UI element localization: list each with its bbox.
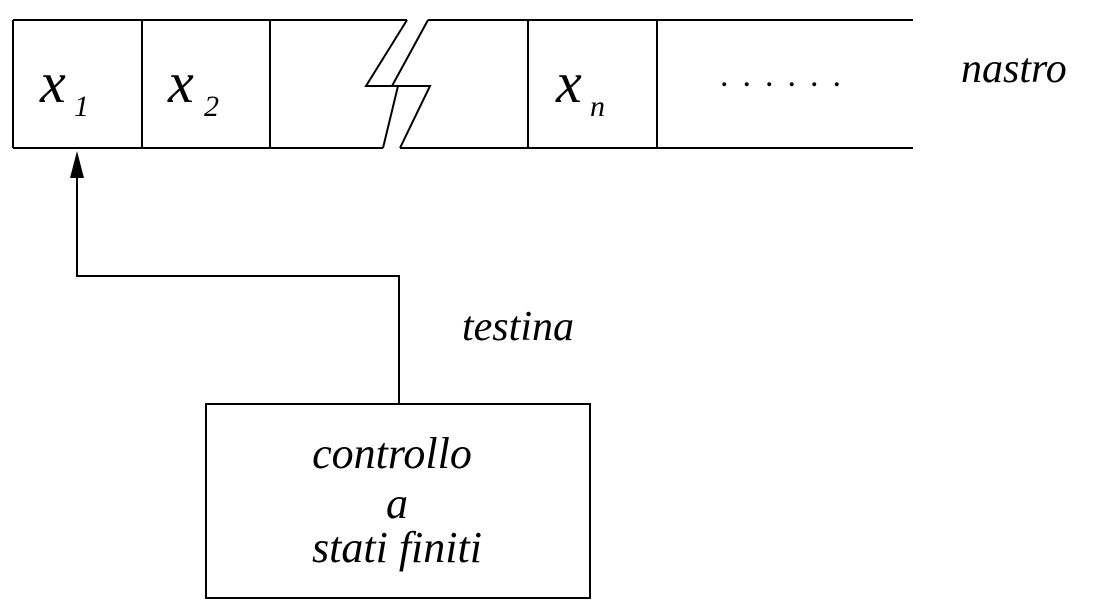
cell-symbol: x: [555, 50, 582, 115]
cell-subscript: 2: [204, 90, 219, 123]
cell-subscript: 1: [74, 90, 89, 123]
tape-break-left: [364, 19, 408, 149]
control-line-1: controllo: [312, 429, 472, 478]
tape: [12, 19, 913, 149]
control-box-frame: [205, 403, 591, 599]
control-line-2: a: [386, 479, 408, 528]
cell-symbol: x: [39, 50, 66, 115]
head-connector: [70, 151, 400, 404]
tape-break-right: [390, 19, 432, 149]
tape-label: nastro: [961, 46, 1067, 92]
arrow-up-icon: [70, 151, 84, 178]
head-line: [76, 174, 400, 404]
tape-cell-2: x 2: [167, 50, 219, 123]
tape-cell-n: x n: [555, 50, 605, 123]
head-label: testina: [462, 304, 574, 350]
control-line-3: stati finiti: [312, 523, 482, 572]
cell-subscript: n: [590, 90, 605, 123]
tape-cell-1: x 1: [39, 50, 89, 123]
tape-ellipsis: ......: [720, 57, 855, 94]
cell-symbol: x: [167, 50, 194, 115]
control-box: controllo a stati finiti: [205, 403, 591, 599]
